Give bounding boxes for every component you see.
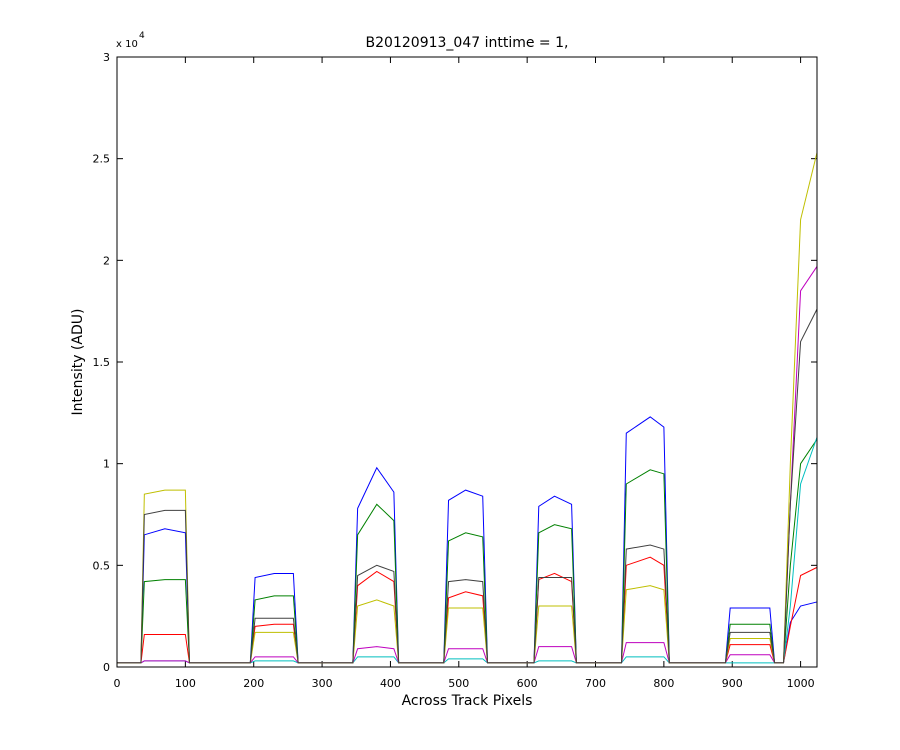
y-tick-label: 3 bbox=[103, 51, 110, 64]
plot-area: 0 100 200 300 400 500 600 700 800 900 1000 0 0.5 1 1.5… bbox=[93, 51, 818, 690]
x-tick-label: 300 bbox=[312, 677, 333, 690]
x-tick-label: 0 bbox=[114, 677, 121, 690]
series-line bbox=[117, 438, 818, 664]
x-tick-label: 200 bbox=[243, 677, 264, 690]
y-multiplier-exponent: 4 bbox=[139, 31, 145, 41]
series-line bbox=[117, 437, 818, 664]
x-tick-label: 700 bbox=[585, 677, 606, 690]
y-tick-label: 0 bbox=[103, 661, 110, 674]
y-tick-label: 2.5 bbox=[93, 153, 111, 166]
x-tick-label: 400 bbox=[380, 677, 401, 690]
axes-box bbox=[116, 56, 818, 668]
y-tick-label: 2 bbox=[103, 254, 110, 267]
x-tick-label: 900 bbox=[722, 677, 743, 690]
y-multiplier: x 10 bbox=[116, 39, 138, 50]
x-tick-label: 1000 bbox=[787, 677, 815, 690]
x-tick-label: 500 bbox=[448, 677, 469, 690]
x-tick-label: 800 bbox=[653, 677, 674, 690]
y-tick-label: 0.5 bbox=[93, 559, 111, 572]
y-axis-label: Intensity (ADU) bbox=[70, 309, 86, 416]
series-line bbox=[117, 266, 818, 664]
series-line bbox=[117, 308, 818, 664]
x-axis-label: Across Track Pixels bbox=[402, 693, 533, 709]
chart-title: B20120913_047 inttime = 1, bbox=[366, 35, 569, 51]
y-tick-label: 1 bbox=[103, 458, 110, 471]
series-line bbox=[117, 416, 818, 664]
x-tick-label: 100 bbox=[175, 677, 196, 690]
y-tick-label: 1.5 bbox=[93, 356, 111, 369]
x-tick-label: 600 bbox=[517, 677, 538, 690]
